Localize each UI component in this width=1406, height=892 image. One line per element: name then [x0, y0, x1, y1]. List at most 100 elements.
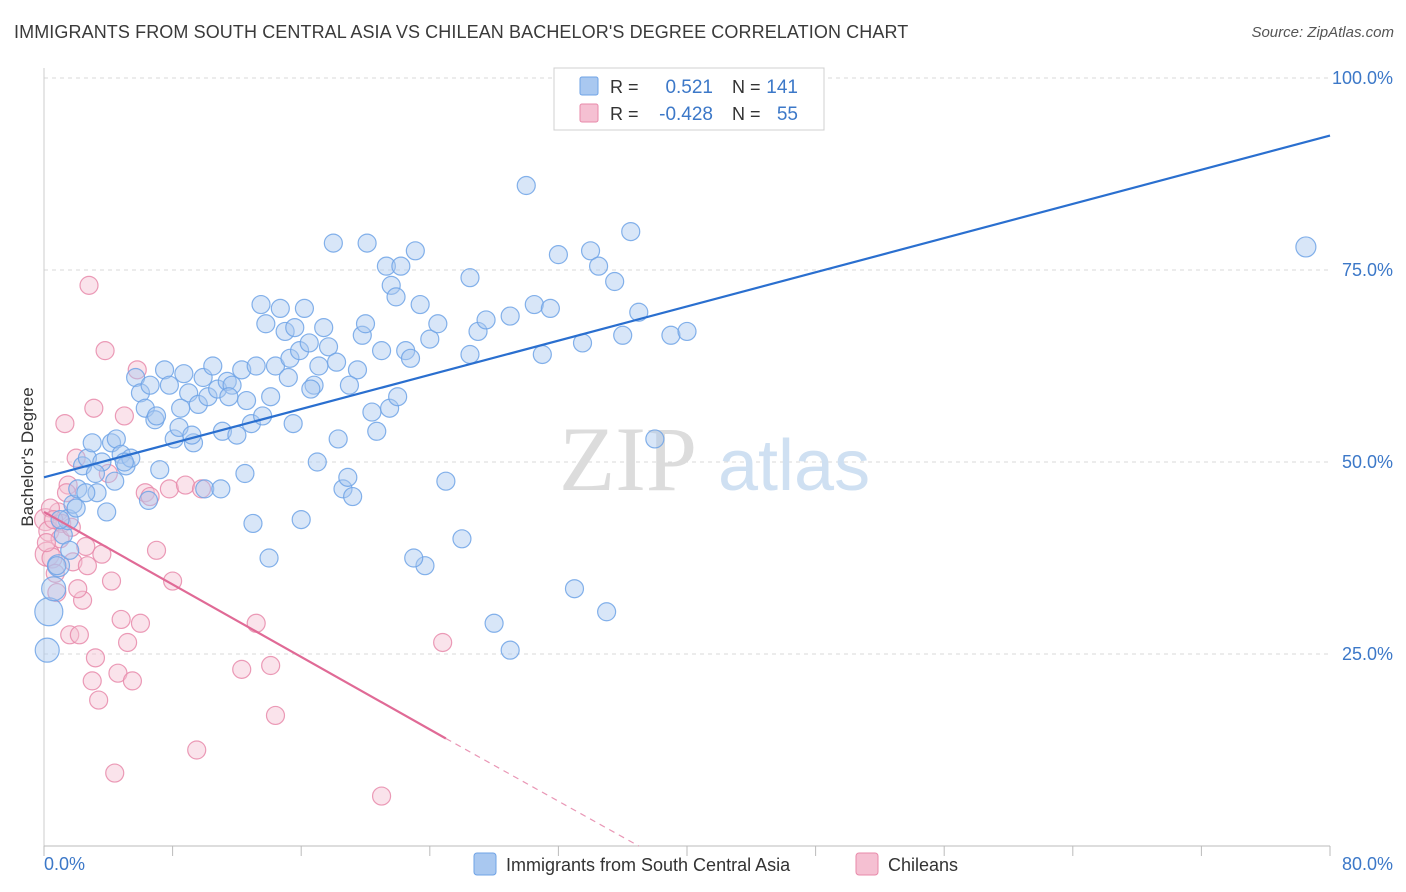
- blue-point-51: [280, 348, 300, 368]
- pink-point-17: [84, 398, 104, 418]
- blue-point-126: [85, 463, 106, 484]
- blue-point-115: [355, 314, 376, 334]
- watermark-zip: ZIP: [559, 408, 697, 510]
- blue-point-42: [236, 390, 257, 411]
- blue-point-105: [171, 398, 191, 418]
- blue-point-86: [500, 640, 520, 660]
- blue-point-59: [318, 337, 339, 357]
- tick-labels: 100.0% 75.0% 50.0% 25.0% 0.0% 80.0%: [44, 68, 1393, 874]
- blue-point-49: [270, 298, 290, 318]
- y-tick-label-25: 25.0%: [1342, 644, 1393, 664]
- pink-point-40: [232, 659, 252, 679]
- blue-point-130: [219, 387, 239, 407]
- pink-point-8: [58, 475, 78, 495]
- blue-point-71: [376, 256, 396, 276]
- blue-point-64: [343, 486, 363, 507]
- blue-point-57: [309, 356, 329, 376]
- pink-point-37: [175, 475, 196, 495]
- blue-point-79: [415, 556, 435, 576]
- pink-point-34: [146, 540, 167, 560]
- blue-point-114: [339, 375, 360, 395]
- axes: [43, 68, 1331, 856]
- legend-swatch-pink: [579, 103, 599, 123]
- legend-n-value-2: 55: [777, 104, 798, 125]
- blue-point-45: [251, 294, 271, 315]
- correlation-legend: R = 0.521 N = 141 R = -0.428 N = 55: [553, 67, 825, 131]
- blue-point-116: [380, 398, 400, 418]
- pink-point-14: [76, 536, 96, 557]
- blue-point-39: [222, 375, 242, 395]
- pink-point-30: [127, 360, 147, 380]
- blue-point-87: [516, 175, 536, 196]
- blue-point-80: [420, 329, 440, 349]
- x-tick-label-max: 80.0%: [1342, 854, 1393, 874]
- pink-point-9: [60, 625, 80, 645]
- blue-point-89: [532, 344, 552, 365]
- blue-point-94: [597, 602, 617, 622]
- blue-point-58: [314, 318, 334, 338]
- pink-trend-line: [43, 510, 447, 740]
- watermark-atlas: atlas: [718, 426, 870, 506]
- blue-point-93: [588, 256, 609, 276]
- blue-point-61: [328, 429, 348, 449]
- legend-n-value-1: 141: [766, 77, 798, 98]
- blue-point-133: [301, 379, 321, 399]
- blue-point-69: [367, 421, 387, 441]
- blue-point-22: [140, 375, 160, 395]
- blue-point-73: [386, 287, 406, 307]
- y-axis-label: Bachelor's Degree: [18, 387, 37, 526]
- bottom-legend-label-blue: Immigrants from South Central Asia: [506, 855, 791, 875]
- pink-point-36: [163, 571, 183, 591]
- blue-point-131: [253, 406, 273, 426]
- pink-point-18: [85, 648, 106, 668]
- blue-point-104: [138, 490, 159, 510]
- blue-point-9: [77, 448, 98, 468]
- pink-point-23: [101, 571, 122, 591]
- bottom-legend-swatch-pink: [855, 852, 879, 876]
- blue-point-97: [621, 222, 641, 242]
- blue-point-70: [371, 341, 392, 361]
- blue-point-41: [232, 360, 252, 380]
- pink-point-11: [66, 448, 86, 468]
- blue-point-85: [484, 613, 504, 633]
- pink-point-42: [261, 655, 281, 676]
- blue-point-68: [362, 402, 382, 422]
- blue-point-92: [580, 241, 601, 261]
- pink-point-16: [82, 671, 102, 691]
- blue-point-20: [130, 383, 151, 403]
- blue-point-74: [391, 256, 411, 276]
- blue-point-129: [182, 425, 202, 445]
- pink-point-19: [89, 690, 109, 710]
- legend-r-label-2: R =: [610, 104, 639, 124]
- blue-point-112: [291, 509, 311, 530]
- y-tick-label-100: 100.0%: [1332, 68, 1393, 88]
- blue-point-128: [146, 406, 167, 426]
- pink-point-28: [117, 632, 138, 653]
- pink-point-50: [68, 579, 88, 599]
- legend-r-value-1: 0.521: [665, 77, 713, 98]
- legend-n-label-2: N =: [732, 104, 761, 124]
- blue-point-107: [211, 479, 231, 499]
- pink-point-35: [159, 479, 179, 499]
- legend-r-label-1: R =: [610, 77, 639, 97]
- pink-point-26: [111, 609, 131, 630]
- blue-point-125: [66, 498, 86, 518]
- blue-point-134: [326, 352, 347, 372]
- legend-r-value-2: -0.428: [659, 104, 713, 125]
- blue-point-106: [195, 479, 215, 499]
- blue-point-138: [76, 483, 96, 503]
- blue-point-63: [338, 467, 358, 487]
- x-tick-label-min: 0.0%: [44, 854, 85, 874]
- blue-point-2: [41, 576, 67, 602]
- blue-point-10: [82, 433, 102, 453]
- blue-point-62: [333, 479, 353, 499]
- blue-point-81: [436, 471, 456, 491]
- blue-point-55: [299, 333, 319, 353]
- south-central-asia-points: [34, 175, 1317, 663]
- blue-point-98: [629, 302, 649, 322]
- blue-point-13: [97, 502, 117, 522]
- blue-point-77: [405, 241, 425, 261]
- y-tick-label-50: 50.0%: [1342, 452, 1393, 472]
- blue-point-72: [381, 275, 401, 295]
- pink-point-38: [187, 740, 207, 760]
